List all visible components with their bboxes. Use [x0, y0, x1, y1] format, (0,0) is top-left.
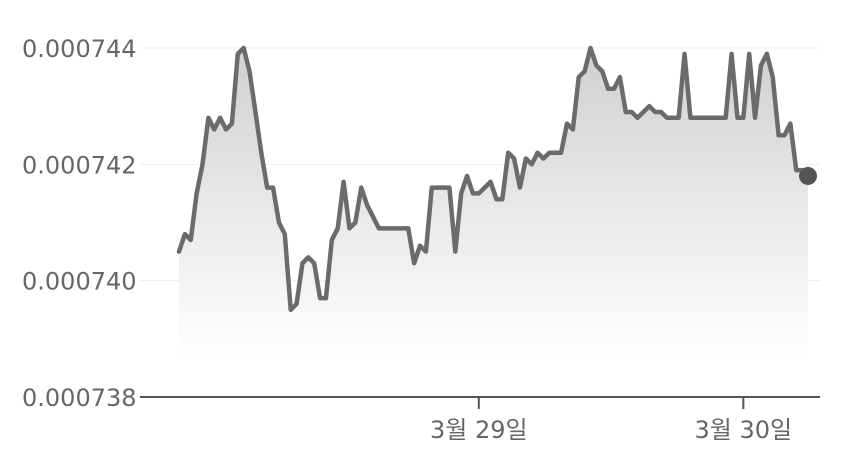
- x-axis-labels: 3월 29일 3월 30일: [430, 416, 792, 444]
- x-tick-label: 3월 30일: [695, 416, 793, 444]
- y-tick-label: 0.000738: [22, 384, 137, 412]
- y-tick-label: 0.000744: [22, 35, 137, 63]
- y-axis-labels: 0.000744 0.000742 0.000740 0.000738: [22, 35, 137, 412]
- series-line: [176, 45, 811, 312]
- y-tick-label: 0.000742: [22, 151, 137, 179]
- x-tick-label: 3월 29일: [430, 416, 528, 444]
- x-axis: [140, 396, 820, 409]
- area-path: [179, 48, 808, 360]
- y-tick-label: 0.000740: [22, 268, 137, 296]
- area-fill: [179, 48, 808, 360]
- last-value-dot[interactable]: [799, 166, 817, 185]
- line-path: [176, 45, 811, 312]
- last-point-marker: [799, 166, 817, 185]
